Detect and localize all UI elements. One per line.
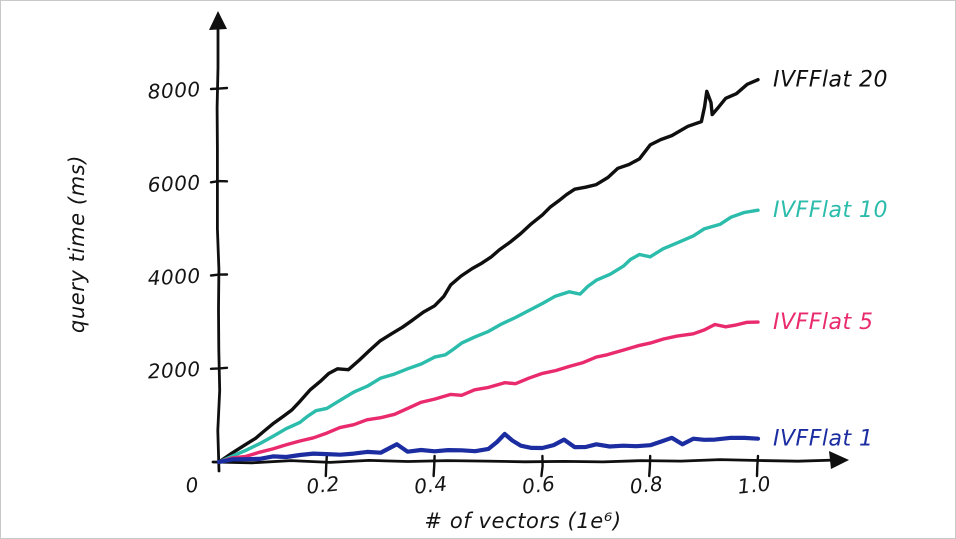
y-tick-label: 2000	[147, 357, 201, 384]
series-label-ivfflat-10: IVFFlat 10	[773, 198, 888, 223]
series-path-ivfflat-1	[216, 431, 761, 465]
series-path-ivfflat-10	[217, 208, 760, 464]
y-axis-arrow	[209, 11, 227, 30]
x-tick-label: 0.2	[305, 471, 341, 498]
x-tick	[540, 454, 544, 478]
x-tick-label: 0.8	[629, 471, 665, 498]
origin-tick-label: 0	[184, 472, 200, 497]
x-tick	[432, 454, 436, 478]
y-tick	[209, 179, 229, 184]
y-tick	[209, 273, 229, 277]
series-label-ivfflat-1: IVFFlat 1	[773, 427, 874, 452]
x-tick	[755, 454, 760, 478]
series-label-ivfflat-5: IVFFlat 5	[773, 310, 874, 335]
x-tick-label: 0.6	[521, 471, 557, 498]
series-label-ivfflat-20: IVFFlat 20	[773, 68, 888, 93]
y-tick	[209, 366, 229, 370]
x-axis-arrow	[829, 451, 849, 469]
x-tick	[648, 454, 652, 478]
series-path-ivfflat-5	[217, 320, 760, 464]
x-axis-line	[211, 458, 839, 465]
y-tick	[209, 86, 229, 91]
y-tick-label: 4000	[147, 264, 201, 291]
y-axis-title: query time (ms)	[65, 154, 89, 334]
x-tick	[324, 454, 328, 478]
x-axis-title: # of vectors (1e⁶)	[424, 509, 622, 533]
y-axis-line	[215, 25, 222, 473]
x-tick-label: 1.0	[736, 471, 772, 498]
series-path-ivfflat-20	[217, 78, 760, 464]
x-tick-label: 0.4	[413, 471, 449, 498]
y-tick-label: 8000	[147, 77, 201, 104]
y-tick-label: 6000	[147, 170, 201, 197]
